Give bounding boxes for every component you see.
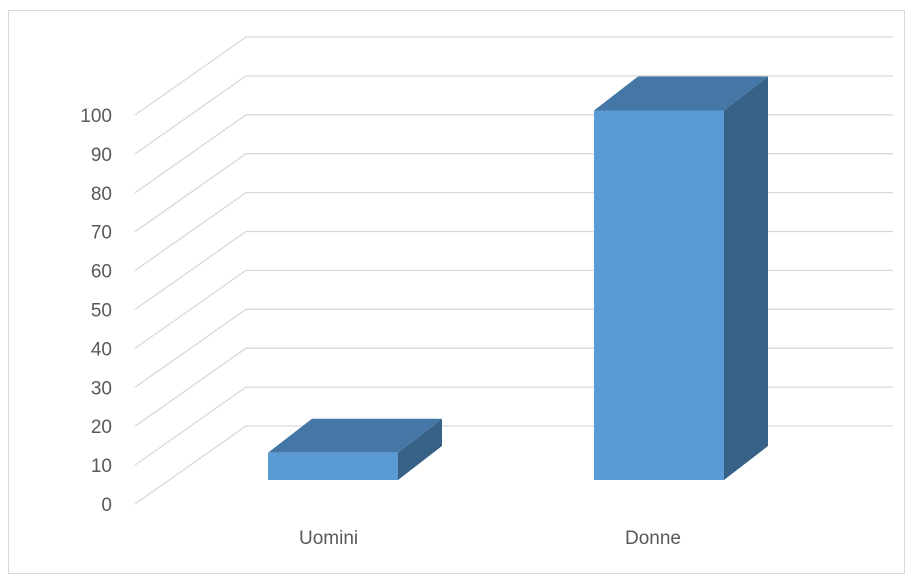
bar-front-face xyxy=(594,110,724,480)
x-category-label: Uomini xyxy=(299,528,358,549)
y-tick-label: 40 xyxy=(91,339,112,360)
y-tick-label: 70 xyxy=(91,223,112,244)
bar-uomini xyxy=(268,418,442,480)
y-tick-label: 50 xyxy=(91,301,112,322)
y-axis-tick-labels: 0 10 20 30 40 50 60 70 80 90 100 xyxy=(80,106,112,516)
bar-front-face xyxy=(268,452,398,480)
bars xyxy=(268,76,768,480)
y-tick-label: 0 xyxy=(101,495,112,516)
x-axis-category-labels: Uomini Donne xyxy=(299,528,681,549)
bar-donne xyxy=(594,76,768,480)
grid-line xyxy=(134,425,893,505)
y-tick-label: 100 xyxy=(80,106,112,127)
bar-side-face xyxy=(398,418,442,480)
y-tick-label: 90 xyxy=(91,145,112,166)
grid-line xyxy=(134,36,893,116)
y-tick-label: 20 xyxy=(91,417,112,438)
y-tick-label: 80 xyxy=(91,184,112,205)
y-tick-label: 10 xyxy=(91,456,112,477)
y-tick-label: 30 xyxy=(91,378,112,399)
grid-lines xyxy=(134,36,893,505)
x-category-label: Donne xyxy=(625,528,681,549)
bar-top-face xyxy=(268,418,442,453)
bar-side-face xyxy=(724,76,768,480)
grid-line xyxy=(134,75,893,155)
y-tick-label: 60 xyxy=(91,262,112,283)
bar-top-face xyxy=(594,76,768,111)
